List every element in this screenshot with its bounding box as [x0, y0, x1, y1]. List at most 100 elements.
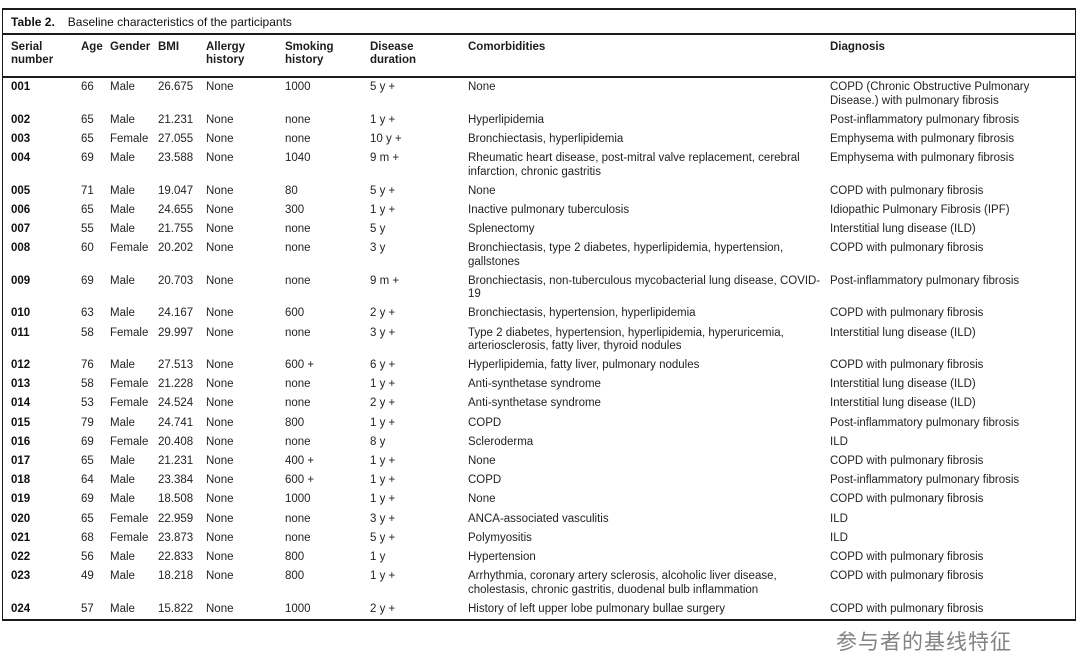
table-row: 012 76 Male 27.513 None 600 + 6 y + Hyperlipide… [3, 356, 1075, 375]
cell-allergy: None [206, 435, 234, 448]
cell-comorbidities: Splenectomy [468, 223, 535, 236]
cell-serial: 006 [11, 203, 31, 216]
cell-diagnosis: COPD with pulmonary fibrosis [830, 242, 984, 255]
cell-smoking: none [285, 397, 311, 410]
cell-comorbidities: Bronchiectasis, hypertension, hyperlipid… [468, 307, 696, 320]
table-row: 008 60 Female 20.202 None none 3 y Bronchiectas… [3, 239, 1075, 271]
cell-gender: Male [110, 455, 135, 468]
cell-bmi: 24.741 [158, 416, 194, 429]
cell-diagnosis: COPD with pulmonary fibrosis [830, 602, 984, 615]
cell-gender: Male [110, 416, 135, 429]
cell-gender: Female [110, 378, 149, 391]
cell-bmi: 21.228 [158, 378, 194, 391]
cell-duration: 1 y + [370, 416, 396, 429]
cell-comorbidities: Anti-synthetase syndrome [468, 378, 601, 391]
baseline-characteristics-table: Table 2. Baseline characteristics of the … [2, 8, 1076, 621]
cell-duration: 5 y [370, 223, 386, 236]
cell-allergy: None [206, 397, 234, 410]
cell-gender: Male [110, 184, 135, 197]
cell-bmi: 21.231 [158, 113, 194, 126]
cell-allergy: None [206, 133, 234, 146]
cell-smoking: none [285, 512, 311, 525]
cell-age: 79 [81, 416, 94, 429]
cell-diagnosis: COPD with pulmonary fibrosis [830, 551, 984, 564]
cell-serial: 003 [11, 133, 31, 146]
cell-serial: 023 [11, 570, 31, 583]
cell-smoking: none [285, 326, 311, 339]
cell-smoking: none [285, 435, 311, 448]
cell-duration: 1 y [370, 551, 386, 564]
cell-gender: Male [110, 274, 135, 287]
cell-comorbidities: Scleroderma [468, 435, 534, 448]
cell-comorbidities: History of left upper lobe pulmonary bul… [468, 602, 725, 615]
cell-duration: 2 y + [370, 397, 396, 410]
table-row: 005 71 Male 19.047 None 80 5 y + None COPD with … [3, 182, 1075, 201]
cell-age: 76 [81, 358, 94, 371]
cell-duration: 1 y + [370, 455, 396, 468]
cell-age: 65 [81, 113, 94, 126]
cell-serial: 010 [11, 307, 31, 320]
cell-duration: 2 y + [370, 307, 396, 320]
table-row: 024 57 Male 15.822 None 1000 2 y + History of l… [3, 600, 1075, 619]
cell-smoking: 1000 [285, 493, 311, 506]
cell-bmi: 20.703 [158, 274, 194, 287]
cell-gender: Male [110, 551, 135, 564]
cell-age: 69 [81, 493, 94, 506]
cell-smoking: none [285, 274, 311, 287]
table-row: 023 49 Male 18.218 None 800 1 y + Arrhythmia, c… [3, 567, 1075, 599]
cell-age: 65 [81, 512, 94, 525]
cell-bmi: 24.524 [158, 397, 194, 410]
cell-age: 65 [81, 133, 94, 146]
cell-bmi: 23.384 [158, 474, 194, 487]
cell-allergy: None [206, 416, 234, 429]
cell-smoking: 600 + [285, 474, 315, 487]
cell-bmi: 18.508 [158, 493, 194, 506]
table-row: 009 69 Male 20.703 None none 9 m + Bronchiectas… [3, 272, 1075, 304]
table-row: 018 64 Male 23.384 None 600 + 1 y + COPD Post-in… [3, 471, 1075, 490]
cell-serial: 019 [11, 493, 31, 506]
cell-allergy: None [206, 474, 234, 487]
cell-comorbidities: COPD [468, 474, 502, 487]
cell-comorbidities: Bronchiectasis, non-tuberculous mycobact… [468, 274, 821, 301]
cell-serial: 005 [11, 184, 31, 197]
cell-duration: 6 y + [370, 358, 396, 371]
cell-duration: 3 y + [370, 326, 396, 339]
table-row: 016 69 Female 20.408 None none 8 y Scleroderma I… [3, 433, 1075, 452]
cell-age: 69 [81, 435, 94, 448]
cell-allergy: None [206, 493, 234, 506]
cell-gender: Male [110, 203, 135, 216]
cell-comorbidities: None [468, 81, 496, 94]
column-header-age: Age [81, 35, 110, 79]
cell-duration: 3 y + [370, 512, 396, 525]
cell-serial: 011 [11, 326, 30, 339]
table-row: 017 65 Male 21.231 None 400 + 1 y + None COPD wi… [3, 452, 1075, 471]
table-row: 015 79 Male 24.741 None 800 1 y + COPD Post-infl… [3, 414, 1075, 433]
cell-allergy: None [206, 113, 234, 126]
cell-bmi: 21.755 [158, 223, 194, 236]
cell-age: 65 [81, 455, 94, 468]
table-row: 022 56 Male 22.833 None 800 1 y Hypertension COP… [3, 548, 1075, 567]
table-row: 013 58 Female 21.228 None none 1 y + Anti-synth… [3, 375, 1075, 394]
cell-gender: Male [110, 602, 135, 615]
cell-smoking: none [285, 223, 311, 236]
cell-comorbidities: Arrhythmia, coronary artery sclerosis, a… [468, 570, 777, 596]
cell-serial: 001 [11, 81, 31, 94]
cell-comorbidities: None [468, 455, 496, 468]
cell-allergy: None [206, 602, 234, 615]
cell-comorbidities: Hyperlipidemia [468, 113, 545, 126]
cell-diagnosis: Interstitial lung disease (ILD) [830, 223, 976, 236]
cell-bmi: 18.218 [158, 570, 194, 583]
table-row: 003 65 Female 27.055 None none 10 y + Bronchiec… [3, 130, 1075, 149]
cell-age: 58 [81, 378, 94, 391]
cell-duration: 8 y [370, 435, 386, 448]
cell-smoking: 600 [285, 307, 305, 320]
cell-gender: Male [110, 152, 135, 165]
cell-bmi: 24.167 [158, 307, 194, 320]
cell-diagnosis: COPD with pulmonary fibrosis [830, 493, 984, 506]
table-title: Table 2. Baseline characteristics of the … [3, 10, 1075, 35]
cell-gender: Male [110, 223, 135, 236]
participants-table: Serial number Age Gender BMI Allergy history… [3, 35, 1075, 619]
cell-age: 66 [81, 81, 94, 94]
cell-allergy: None [206, 358, 234, 371]
table-number-label: Table 2. [11, 15, 55, 29]
